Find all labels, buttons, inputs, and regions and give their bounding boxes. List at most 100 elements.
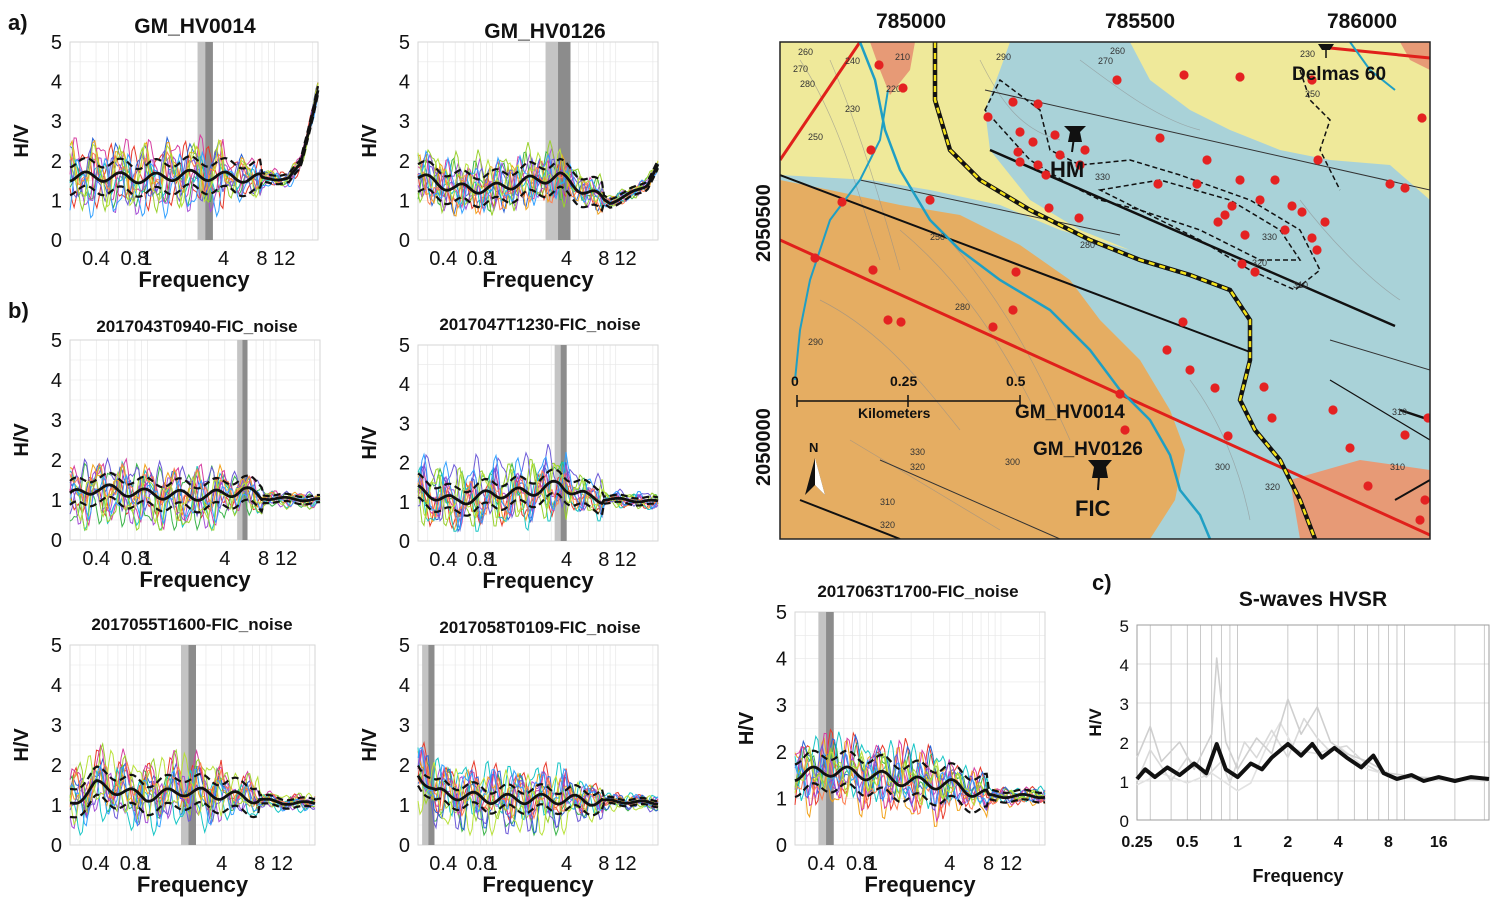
site-marker [868, 265, 878, 275]
fault-red-1 [780, 238, 1430, 537]
y-tick-label: 4 [776, 649, 787, 671]
svg-text:250: 250 [1305, 89, 1320, 99]
site-marker [1015, 157, 1025, 167]
y-tick-label: 0 [776, 835, 787, 857]
peak-band-light [818, 612, 827, 845]
river-ne [1349, 42, 1396, 91]
window-traces [417, 443, 659, 533]
x-tick-label: 0.8 [466, 853, 494, 875]
x-tick-label: 12 [273, 248, 295, 270]
x-tick-label: 4 [219, 548, 230, 570]
std-upper-line [417, 468, 659, 500]
site-marker [1420, 495, 1430, 505]
std-lower-line [69, 793, 316, 819]
x-tick-label: 0.8 [121, 248, 149, 270]
x-tick-label: 0.8 [121, 548, 149, 570]
map-y-tick-2050000: 2050000 [753, 408, 775, 486]
river-west [794, 89, 889, 381]
peak-band-light [180, 645, 189, 845]
svg-text:280: 280 [955, 302, 970, 312]
x-tick-label: 1 [487, 853, 498, 875]
panel-label-c: c) [1092, 570, 1112, 595]
scale-unit: Kilometers [858, 405, 931, 421]
fault-black-6 [879, 459, 1061, 539]
x-tick-label: 12 [614, 248, 636, 270]
y-tick-label: 2 [1120, 734, 1129, 753]
fault-black-2 [989, 148, 1396, 328]
grid [418, 41, 658, 241]
scale-tick-05: 0.5 [1006, 373, 1026, 389]
site-marker [1415, 515, 1425, 525]
mean-hv-line [69, 89, 320, 185]
x-axis-label: Frequency [139, 567, 251, 592]
site-marker [837, 197, 847, 207]
site-marker [1162, 345, 1172, 355]
y-tick-label: 4 [51, 675, 62, 697]
x-tick-label: 1 [142, 548, 153, 570]
y-tick-label: 4 [1120, 656, 1129, 675]
window-trace [794, 743, 1046, 812]
x-tick-label: 1 [141, 248, 152, 270]
site-marker [1013, 147, 1023, 157]
site-marker [1028, 137, 1038, 147]
x-tick-label: 4 [561, 549, 572, 571]
site-marker [1179, 70, 1189, 80]
y-tick-label: 3 [51, 715, 62, 737]
y-tick-label: 2 [399, 755, 410, 777]
series-station-2 [1136, 717, 1490, 784]
svg-text:310: 310 [1390, 462, 1405, 472]
peak-band-dark [188, 645, 196, 845]
site-marker [1259, 382, 1269, 392]
site-marker [1044, 203, 1054, 213]
site-marker [1055, 150, 1065, 160]
peak-band-light [554, 345, 561, 541]
map-x-tick-786000: 786000 [1327, 10, 1397, 33]
std-lower-line [417, 785, 659, 817]
site-marker [1400, 183, 1410, 193]
std-upper-line [69, 765, 316, 802]
x-tick-label: 0.4 [429, 853, 457, 875]
window-trace [69, 462, 321, 512]
x-tick-label: 0.8 [846, 853, 874, 875]
site-marker [1075, 160, 1085, 170]
y-tick-label: 0 [51, 230, 62, 252]
site-markers [810, 60, 1430, 525]
plot-frame [417, 344, 659, 542]
chart-title: 2017055T1600-FIC_noise [91, 615, 292, 634]
svg-text:310: 310 [880, 497, 895, 507]
svg-text:320: 320 [1252, 258, 1267, 268]
window-trace [69, 94, 319, 220]
x-tick-label: 4 [944, 853, 955, 875]
fault-black-3 [984, 89, 1430, 191]
chart-title: GM_HV0126 [484, 20, 605, 43]
svg-text:260: 260 [798, 47, 813, 57]
svg-text:300: 300 [1005, 457, 1020, 467]
y-axis-label: H/V [359, 426, 381, 460]
y-tick-label: 5 [1120, 617, 1129, 636]
svg-text:270: 270 [1098, 56, 1113, 66]
site-marker [1185, 365, 1195, 375]
site-marker [1008, 97, 1018, 107]
svg-text:280: 280 [800, 79, 815, 89]
y-tick-label: 3 [399, 715, 410, 737]
panel-label-a: a) [8, 10, 28, 35]
window-trace [794, 745, 1046, 807]
y-axis-label: H/V [736, 711, 758, 745]
chart-title: 2017058T0109-FIC_noise [439, 618, 640, 637]
chart-title: 2017047T1230-FIC_noise [439, 315, 640, 334]
site-marker [1115, 389, 1125, 399]
svg-text:230: 230 [1300, 49, 1315, 59]
gm-hv0014-label: GM_HV0014 [1015, 402, 1125, 423]
fault-red-2 [780, 42, 862, 161]
svg-text:310: 310 [1293, 280, 1308, 290]
fault-black-1 [780, 174, 1251, 353]
x-tick-label: 8 [598, 549, 609, 571]
site-marker [1050, 130, 1060, 140]
peak-band-dark [826, 612, 834, 845]
std-lower-line [417, 167, 659, 213]
svg-text:320: 320 [910, 462, 925, 472]
contour-labels: 260 270 280 290 210 220 230 250 240 250 … [793, 46, 1407, 530]
y-tick-label: 0 [399, 835, 410, 857]
